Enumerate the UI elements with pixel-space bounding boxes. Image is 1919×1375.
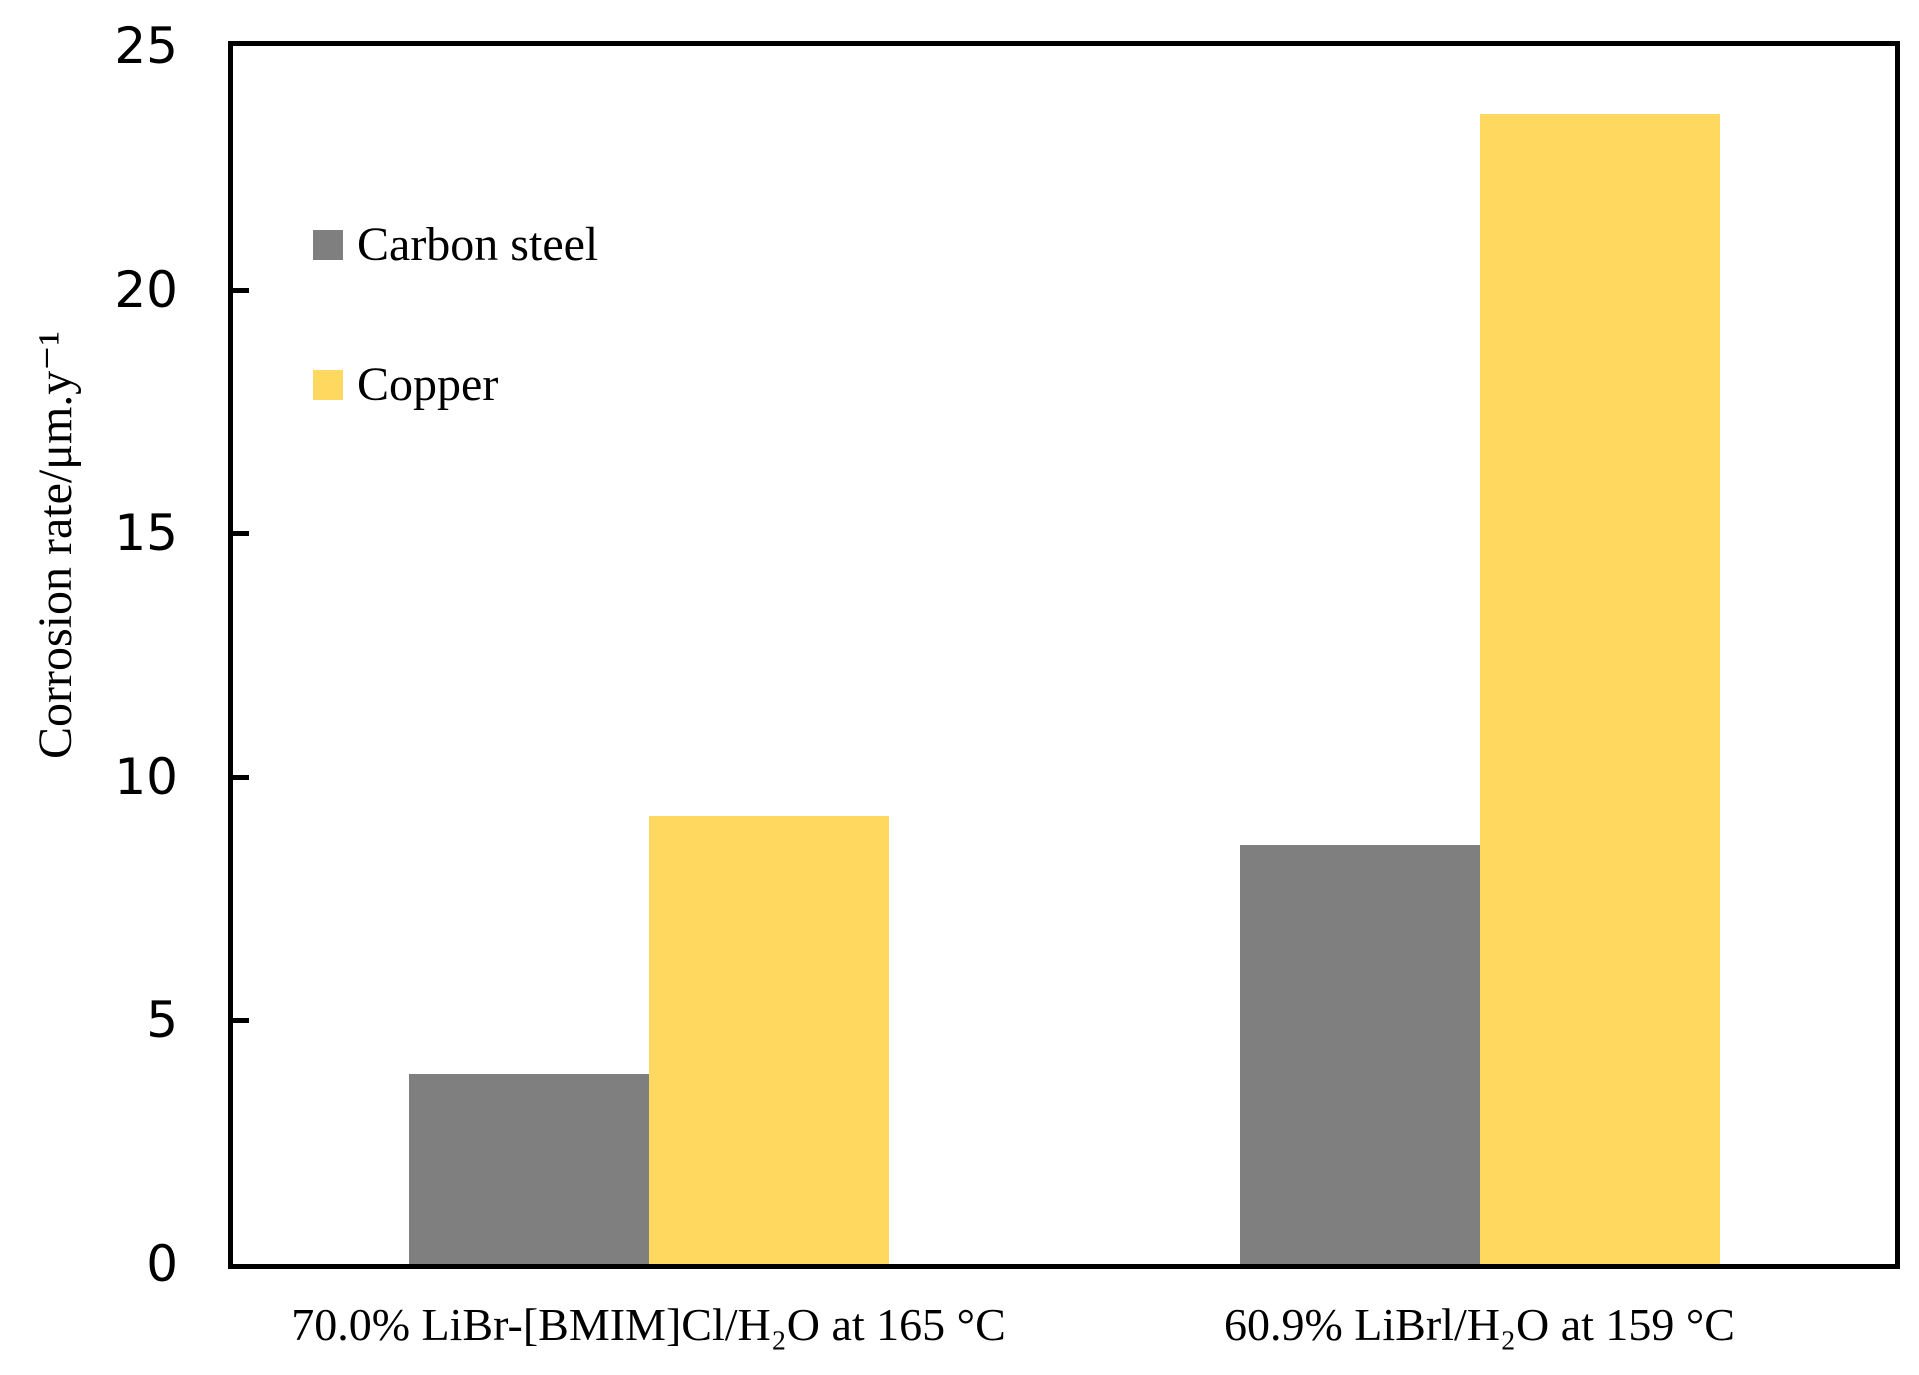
bar-copper-group2	[1479, 114, 1720, 1264]
legend-label: Copper	[357, 358, 499, 411]
y-tick-mark-20	[233, 287, 249, 293]
plot-area	[228, 41, 1900, 1269]
y-tick-label-20: 20	[114, 260, 178, 319]
legend-swatch-icon	[313, 370, 343, 400]
y-tick-label-10: 10	[114, 747, 178, 806]
y-tick-mark-10	[233, 774, 249, 780]
y-tick-label-25: 25	[114, 17, 178, 75]
bar-carbon-steel-group1	[408, 1074, 649, 1264]
y-tick-mark-15	[233, 531, 249, 537]
y-tick-mark-5	[233, 1018, 249, 1024]
legend-entry-carbon-steel: Carbon steel	[313, 212, 598, 278]
legend-entry-copper: Copper	[313, 352, 498, 418]
legend-label: Carbon steel	[357, 218, 599, 271]
bar-carbon-steel-group2	[1239, 845, 1480, 1264]
bar-copper-group1	[648, 815, 889, 1264]
x-category-label-2: 60.9% LiBrl/H₂O at 159 °C	[1223, 1299, 1735, 1350]
x-category-label-1: 70.0% LiBr-[BMIM]Cl/H₂O at 165 °C	[291, 1299, 1006, 1350]
legend-swatch-icon	[313, 230, 343, 260]
y-tick-label-15: 15	[114, 504, 178, 563]
y-tick-label-5: 5	[146, 991, 178, 1050]
y-tick-label-0: 0	[146, 1235, 178, 1293]
